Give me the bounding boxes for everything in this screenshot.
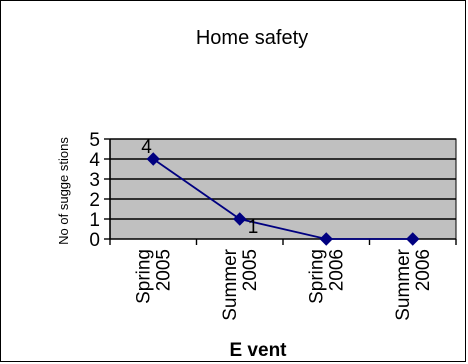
y-tick-label: 4 [89, 150, 100, 171]
x-tick-label-line: Summer [220, 248, 241, 320]
data-label: 4 [141, 137, 152, 158]
x-tick-label-line: Spring [133, 249, 154, 304]
x-tick-label: Spring 2005 [133, 249, 174, 304]
x-tick-label-line: 2005 [240, 249, 261, 291]
x-tick-label-line: Summer [393, 248, 414, 320]
data-label: 1 [248, 217, 259, 238]
y-tick-label: 2 [89, 190, 100, 211]
chart-title: Home safety [196, 27, 308, 49]
x-tick-label: Spring 2006 [306, 249, 347, 304]
x-tick-label-line: 2006 [326, 249, 347, 291]
x-tick-label: Summer 2006 [393, 248, 434, 320]
data-point [146, 152, 160, 166]
data-point [319, 232, 333, 246]
x-tick-label-line: Spring [306, 249, 327, 304]
y-tick-label: 0 [89, 230, 100, 251]
x-tick-label-line: 2006 [413, 249, 434, 291]
y-axis-label: No of sugge stions [56, 137, 71, 245]
x-tick-label: Summer 2005 [220, 248, 261, 320]
y-tick-label: 5 [89, 130, 100, 151]
data-point [406, 232, 420, 246]
x-tick-label-line: 2005 [153, 249, 174, 291]
plot-background [109, 138, 457, 240]
data-point [233, 212, 247, 226]
y-tick-label: 3 [89, 170, 100, 191]
y-tick-label: 1 [89, 210, 100, 231]
series-line [152, 158, 413, 240]
x-axis-label: E vent [229, 340, 287, 361]
